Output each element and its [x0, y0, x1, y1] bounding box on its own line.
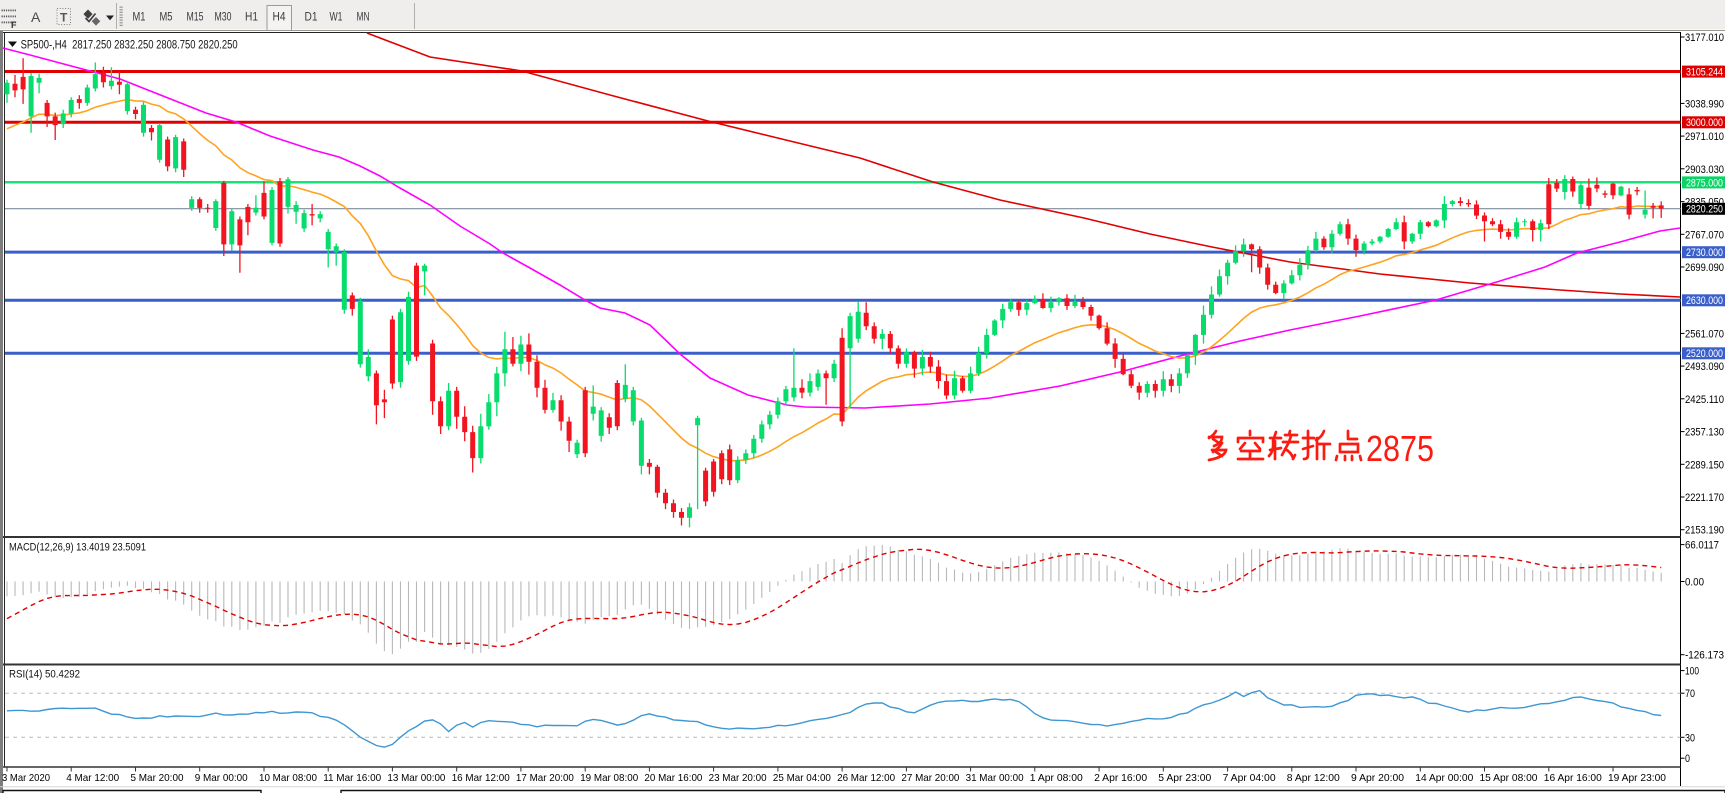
svg-text:1 Apr 08:00: 1 Apr 08:00 — [1030, 772, 1083, 784]
svg-text:2425.110: 2425.110 — [1685, 394, 1724, 406]
svg-text:13 Mar 00:00: 13 Mar 00:00 — [387, 772, 445, 784]
svg-text:17 Mar 20:00: 17 Mar 20:00 — [516, 772, 574, 784]
svg-text:2493.090: 2493.090 — [1685, 361, 1724, 373]
svg-text:RSI(14) 50.4292: RSI(14) 50.4292 — [9, 669, 80, 681]
svg-text:2357.130: 2357.130 — [1685, 427, 1724, 439]
svg-text:19 Mar 08:00: 19 Mar 08:00 — [580, 772, 638, 784]
svg-text:H4: H4 — [273, 12, 287, 24]
svg-text:7 Apr 04:00: 7 Apr 04:00 — [1223, 772, 1276, 784]
svg-text:3105.244: 3105.244 — [1686, 67, 1723, 79]
svg-text:16 Mar 12:00: 16 Mar 12:00 — [452, 772, 510, 784]
svg-text:2699.090: 2699.090 — [1685, 262, 1724, 274]
svg-text:15 Apr 08:00: 15 Apr 08:00 — [1480, 772, 1538, 784]
svg-text:2561.070: 2561.070 — [1685, 328, 1724, 340]
svg-text:2630.000: 2630.000 — [1686, 295, 1723, 307]
svg-text:2 Apr 16:00: 2 Apr 16:00 — [1094, 772, 1147, 784]
svg-text:2153.190: 2153.190 — [1685, 525, 1724, 537]
svg-text:2730.000: 2730.000 — [1686, 247, 1723, 259]
svg-text:31 Mar 00:00: 31 Mar 00:00 — [966, 772, 1024, 784]
svg-text:27 Mar 20:00: 27 Mar 20:00 — [901, 772, 959, 784]
svg-text:25 Mar 04:00: 25 Mar 04:00 — [773, 772, 831, 784]
svg-text:3177.010: 3177.010 — [1685, 32, 1724, 44]
svg-text:5 Mar 20:00: 5 Mar 20:00 — [131, 772, 184, 784]
svg-text:2875.000: 2875.000 — [1686, 177, 1723, 189]
svg-text:11 Mar 16:00: 11 Mar 16:00 — [323, 772, 381, 784]
svg-text:M30: M30 — [215, 12, 232, 24]
svg-text:16 Apr 16:00: 16 Apr 16:00 — [1544, 772, 1602, 784]
svg-text:A: A — [31, 9, 41, 25]
svg-text:0.00: 0.00 — [1685, 577, 1704, 589]
svg-text:3038.990: 3038.990 — [1685, 98, 1724, 110]
svg-text:5 Apr 23:00: 5 Apr 23:00 — [1158, 772, 1211, 784]
svg-text:SP500-,H4 2817.250 2832.250 2: SP500-,H4 2817.250 2832.250 2808.750 282… — [21, 40, 238, 52]
svg-text:2875: 2875 — [1366, 428, 1434, 469]
svg-text:2520.000: 2520.000 — [1686, 348, 1723, 360]
svg-text:2820.250: 2820.250 — [1686, 204, 1723, 216]
svg-text:2767.070: 2767.070 — [1685, 229, 1724, 241]
svg-text:2221.170: 2221.170 — [1685, 492, 1724, 504]
svg-text:70: 70 — [1685, 688, 1695, 700]
svg-text:9 Mar 00:00: 9 Mar 00:00 — [195, 772, 248, 784]
svg-text:8 Apr 12:00: 8 Apr 12:00 — [1287, 772, 1340, 784]
svg-text:M1: M1 — [133, 12, 146, 24]
svg-text:2903.030: 2903.030 — [1685, 164, 1724, 176]
svg-text:20 Mar 16:00: 20 Mar 16:00 — [644, 772, 702, 784]
svg-text:D1: D1 — [305, 12, 318, 24]
svg-text:3 Mar 2020: 3 Mar 2020 — [2, 772, 50, 784]
svg-text:-126.173: -126.173 — [1685, 650, 1724, 662]
svg-text:3000.000: 3000.000 — [1686, 117, 1723, 129]
svg-text:H1: H1 — [245, 12, 258, 24]
svg-text:100: 100 — [1685, 666, 1699, 678]
svg-text:2289.150: 2289.150 — [1685, 459, 1724, 471]
svg-text:30: 30 — [1685, 732, 1695, 744]
svg-text:66.0117: 66.0117 — [1685, 540, 1719, 552]
svg-text:F: F — [11, 20, 17, 30]
svg-text:MN: MN — [357, 12, 370, 24]
svg-text:14 Apr 00:00: 14 Apr 00:00 — [1415, 772, 1473, 784]
svg-text:10 Mar 08:00: 10 Mar 08:00 — [259, 772, 317, 784]
svg-text:9 Apr 20:00: 9 Apr 20:00 — [1351, 772, 1404, 784]
svg-text:19 Apr 23:00: 19 Apr 23:00 — [1608, 772, 1666, 784]
svg-text:2971.010: 2971.010 — [1685, 131, 1724, 143]
svg-text:W1: W1 — [330, 12, 343, 24]
svg-text:0: 0 — [1685, 753, 1690, 765]
svg-text:T: T — [60, 11, 68, 25]
svg-text:MACD(12,26,9) 13.4019 23.5091: MACD(12,26,9) 13.4019 23.5091 — [9, 542, 146, 554]
svg-text:23 Mar 20:00: 23 Mar 20:00 — [709, 772, 767, 784]
svg-text:M15: M15 — [187, 12, 204, 24]
svg-text:M5: M5 — [160, 12, 173, 24]
svg-text:4 Mar 12:00: 4 Mar 12:00 — [66, 772, 119, 784]
svg-text:26 Mar 12:00: 26 Mar 12:00 — [837, 772, 895, 784]
